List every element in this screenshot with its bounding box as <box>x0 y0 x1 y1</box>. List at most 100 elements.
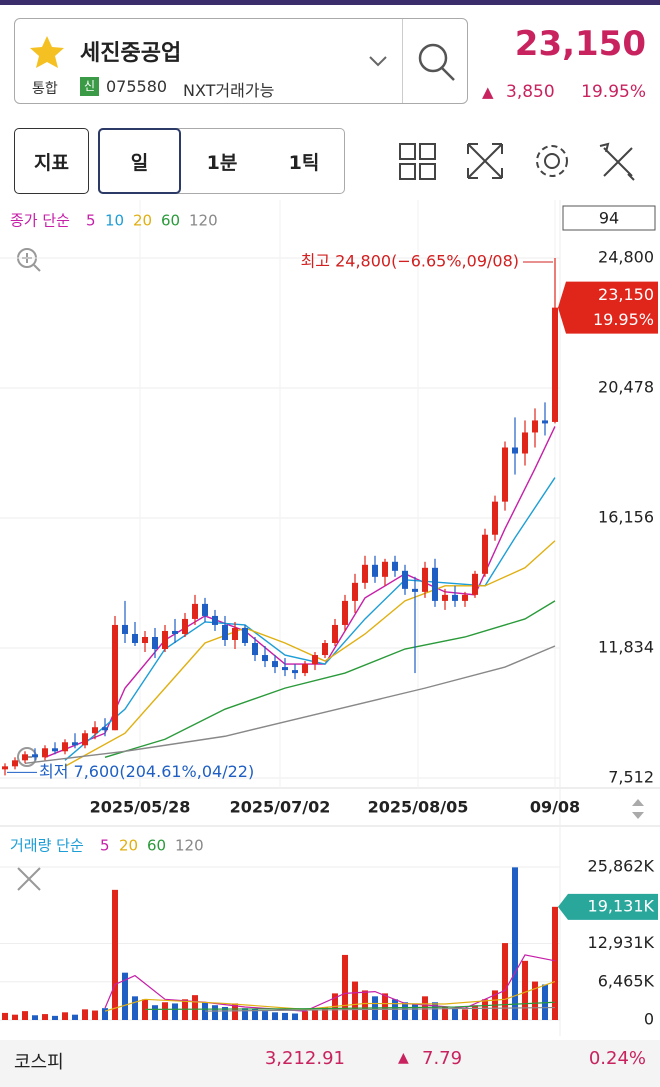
stock-name: 세진중공업 <box>80 41 182 66</box>
candle-body <box>522 432 528 454</box>
volume-ma-line <box>104 980 556 1012</box>
last-price-tag <box>558 281 658 334</box>
volume-bar <box>442 1006 448 1020</box>
volume-bar <box>132 996 138 1020</box>
count: 94 <box>599 209 619 228</box>
volume-bar <box>432 1002 438 1020</box>
volume-bar <box>482 999 488 1020</box>
y-tick-label: 0 <box>644 1010 654 1029</box>
candle-body <box>312 655 318 665</box>
candle-body <box>2 766 8 770</box>
candle-body <box>422 567 428 592</box>
dropdown-icon[interactable] <box>368 54 388 68</box>
volume-bar <box>352 981 358 1020</box>
candle-body <box>512 447 518 454</box>
volume-bar <box>532 981 538 1020</box>
candle-body <box>372 564 378 577</box>
volume-bar <box>462 1009 468 1020</box>
candle-body <box>402 570 408 589</box>
candle-body <box>412 588 418 592</box>
volume-bar <box>102 1008 108 1020</box>
candle-body <box>262 655 268 662</box>
y-tick-label: 7,512 <box>608 768 654 787</box>
volume-bar <box>292 1013 298 1020</box>
x-tick-label: 2025/07/02 <box>230 798 331 817</box>
candle-body <box>182 618 188 634</box>
volume-bar <box>212 1005 218 1020</box>
search-icon[interactable] <box>414 40 458 84</box>
candle-body <box>342 600 348 625</box>
candle-body <box>42 748 48 758</box>
candle-body <box>72 742 78 746</box>
y-tick-label: 16,156 <box>598 508 654 527</box>
close-icon[interactable] <box>17 867 41 891</box>
x-tick-label: 2025/05/28 <box>90 798 191 817</box>
candle-body <box>442 594 448 601</box>
legend-entry: 5 <box>100 837 110 855</box>
tool-icons[interactable] <box>396 140 646 184</box>
volume-bar <box>82 1009 88 1020</box>
volume-bar <box>342 954 348 1020</box>
candle-body <box>252 643 258 656</box>
candle-body <box>502 447 508 502</box>
volume-bar <box>192 995 198 1020</box>
candle-body <box>392 561 398 571</box>
candle-body <box>232 627 238 640</box>
volume-bar <box>302 1011 308 1020</box>
legend-title: 종가 단순 <box>10 212 70 230</box>
up-arrow: ▲ <box>482 83 494 101</box>
ma-line <box>64 540 556 767</box>
day-button[interactable]: 일 <box>98 128 181 194</box>
y-tick-label: 20,478 <box>598 378 654 397</box>
candle-body <box>12 760 18 767</box>
volume-bar <box>472 1005 478 1020</box>
divider <box>402 19 403 103</box>
zoom-in-icon[interactable] <box>17 248 41 272</box>
y-tick-label: 11,834 <box>598 638 654 657</box>
candle-body <box>192 603 198 619</box>
volume-bar <box>2 1012 8 1020</box>
volume-ma-line <box>204 1006 556 1012</box>
legend-entry: 20 <box>119 837 138 855</box>
candle-body <box>432 567 438 601</box>
tick-button[interactable]: 1틱 <box>288 151 320 174</box>
x-tick-label: 09/08 <box>530 798 580 817</box>
candle-body <box>142 636 148 644</box>
volume-bar <box>522 960 528 1020</box>
volume-bar <box>42 1014 48 1020</box>
stock-code: 075580 <box>106 77 168 96</box>
volume-bar <box>22 1011 28 1020</box>
candle-body <box>482 534 488 574</box>
last-volume: 19,131K <box>588 896 655 915</box>
badge: 신 <box>80 77 99 96</box>
price: 23,150 <box>514 24 646 64</box>
favorite-star[interactable] <box>28 34 66 70</box>
volume-bar <box>512 867 518 1020</box>
volume-bar <box>112 889 118 1020</box>
ma-line <box>44 426 556 758</box>
indicator-button[interactable]: 지표 <box>14 128 89 194</box>
volume-bar <box>222 1006 228 1020</box>
candle-body <box>52 748 58 752</box>
minute-button[interactable]: 1분 <box>206 151 238 174</box>
market: 통합 <box>32 81 58 97</box>
volume-bar <box>12 1014 18 1020</box>
volume-bar <box>52 1015 58 1020</box>
last-price: 23,150 <box>598 285 654 304</box>
legend-entry: 10 <box>105 212 124 230</box>
up-arrow: ▲ <box>398 1050 409 1066</box>
volume-bar <box>172 1003 178 1020</box>
stock-box[interactable] <box>14 18 468 104</box>
last-volume-tag <box>558 893 658 920</box>
y-tick-label: 25,862K <box>588 857 655 876</box>
scroll-arrows[interactable] <box>632 799 644 819</box>
volume-bar <box>162 1002 168 1020</box>
last-pct: 19.95% <box>593 310 654 329</box>
candle-body <box>242 627 248 644</box>
ma-line <box>104 600 556 758</box>
candle-body <box>82 733 88 746</box>
candle-body <box>322 643 328 656</box>
candle-body <box>162 630 168 650</box>
volume-bar <box>262 1011 268 1020</box>
